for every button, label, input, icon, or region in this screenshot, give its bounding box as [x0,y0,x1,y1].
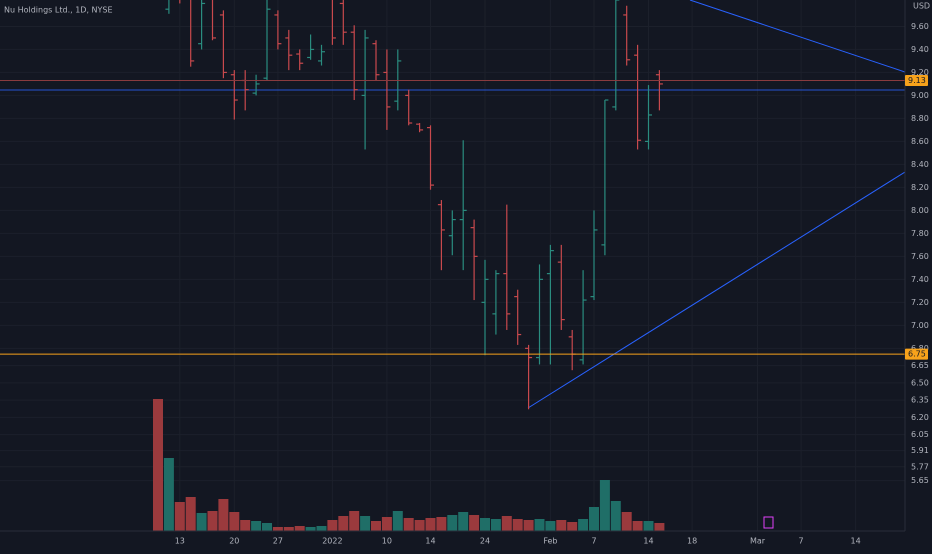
x-tick-label: 18 [687,537,697,546]
y-tick-label: 7.40 [911,275,929,284]
y-tick-label: 8.80 [911,114,929,123]
y-tick-label: 9.00 [911,91,929,100]
x-tick-label: 24 [480,537,490,546]
volume-bar [578,519,589,531]
volume-bar [153,399,163,531]
volume-bar [469,515,480,531]
y-tick-label: 7.60 [911,252,929,261]
volume-bar [534,519,545,531]
y-tick-label: 7.20 [911,298,929,307]
currency: USD [913,2,930,11]
volume-bar [392,511,403,531]
volume-bar [501,516,512,531]
volume-bar [371,521,381,531]
volume-bar [610,501,621,531]
volume-bar [403,518,414,531]
y-tick-label: 5.77 [911,462,929,471]
volume-bar [316,526,327,531]
y-tick-label: 6.50 [911,378,929,387]
x-tick-label: 7 [591,537,596,546]
y-tick-label: 8.40 [911,160,929,169]
price-label: 9.13 [908,76,926,85]
grid [0,0,905,531]
volume-bar [512,519,523,531]
volume-bar [425,518,436,531]
x-tick-label: 2022 [322,537,342,546]
trend-line [527,171,905,409]
volume-bar [480,518,490,531]
volume-bar [283,527,294,531]
x-tick-label: 13 [175,537,185,546]
y-tick-label: 6.65 [911,361,929,370]
x-tick-label: 7 [799,537,804,546]
y-tick-label: 8.60 [911,137,929,146]
volume-bar [643,521,654,531]
y-tick-label: 9.20 [911,68,929,77]
y-tick-label: 6.05 [911,430,929,439]
event-icon[interactable] [763,516,774,529]
volume-bar [251,521,262,531]
volume-bar [327,520,338,531]
volume-bar [414,520,425,531]
y-tick-label: 7.80 [911,229,929,238]
volume-bar [218,499,229,531]
volume-bar [381,517,392,531]
y-tick-label: 5.65 [911,476,929,485]
y-tick-label: 8.20 [911,183,929,192]
x-tick-label: Mar [750,537,766,546]
y-tick-label: 7.00 [911,321,929,330]
volume-bar [349,511,360,531]
price-label-box [905,74,928,86]
volume-bar [458,512,469,531]
price-label: 6.75 [908,350,926,359]
x-tick-label: 10 [382,537,392,546]
y-tick-label: 5.91 [911,446,929,455]
volume-bar [621,512,632,531]
price-label-box [905,348,928,360]
volume-bar [545,521,556,531]
y-tick-label: 9.40 [911,45,929,54]
volume-bar [490,519,501,531]
volume-bar [240,520,251,531]
chart-title: Nu Holdings Ltd., 1D, NYSE [4,6,113,15]
volume-bar [185,497,196,531]
x-tick-label: 14 [851,537,861,546]
volume-bar [196,513,207,531]
volume-bar [632,521,643,531]
volume-bar [654,523,665,531]
volume-bar [447,515,458,531]
volume-bar [294,526,305,531]
y-tick-label: 6.35 [911,396,929,405]
volume-bar [436,517,447,531]
volume-bar [523,520,534,531]
x-tick-label: Feb [543,537,557,546]
volume-bar [229,512,240,531]
y-tick-label: 6.80 [911,344,929,353]
volume-bar [599,480,610,531]
volume-bar [262,523,272,531]
y-tick-label: 6.20 [911,413,929,422]
volume-bar [556,520,567,531]
volume-bar [338,516,349,531]
volume-bar [272,527,283,531]
y-tick-label: 9.60 [911,22,929,31]
x-tick-label: 20 [229,537,239,546]
volume-bar [207,511,218,531]
x-tick-label: 14 [643,537,653,546]
volume-bar [163,458,174,531]
volume-bar [567,522,578,531]
plot [0,0,905,531]
volume-bar [360,516,371,531]
trend-line [689,0,905,73]
volume-bar [589,507,599,531]
x-tick-label: 14 [425,537,435,546]
x-tick-label: 27 [273,537,283,546]
volume-bar [305,527,316,531]
y-tick-label: 8.00 [911,206,929,215]
volume-bar [174,502,185,531]
